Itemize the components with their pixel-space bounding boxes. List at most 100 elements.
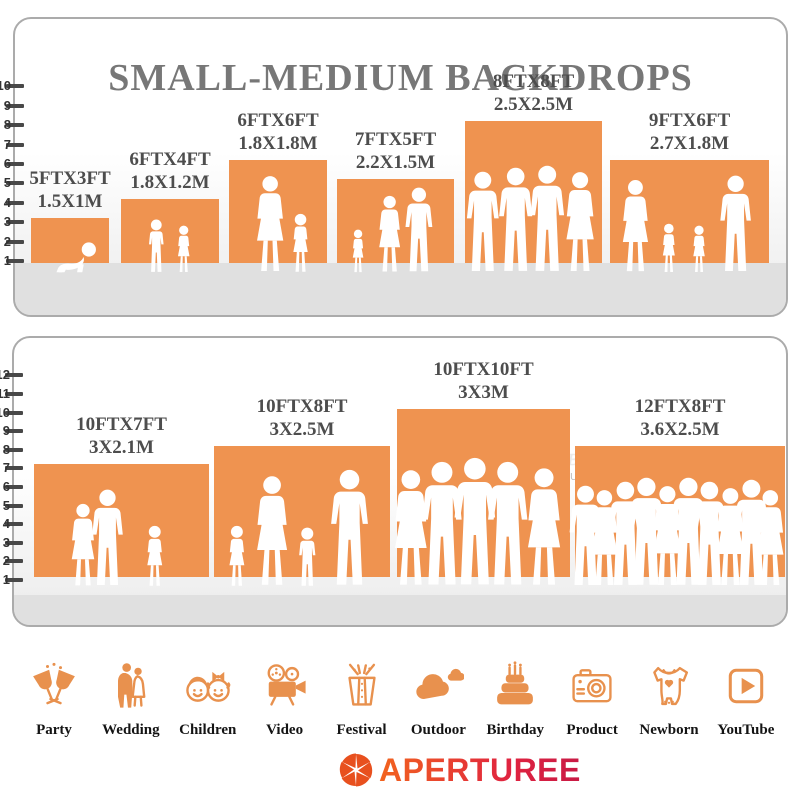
ruler-number-2: 2 (2, 553, 10, 569)
size-label-ft: 9FTX6FT (648, 110, 731, 132)
backdrop-bar-7ftx5ft (337, 179, 454, 273)
size-label-ft: 5FTX3FT (29, 168, 111, 190)
size-label: 9FTX6FT 2.7X1.8M (649, 110, 730, 155)
people-silhouettes (229, 469, 368, 586)
category-video: Video (253, 660, 317, 739)
people-silhouettes (395, 457, 561, 585)
ruler-tick-5 (6, 181, 24, 186)
party-icon (28, 660, 80, 712)
size-label-m: 2.5X2.5M (493, 93, 574, 115)
ruler-tick-8 (5, 447, 23, 452)
ruler-tick-1 (6, 259, 24, 263)
ruler-tick-6 (6, 162, 24, 166)
category-festival: Festival (330, 660, 394, 739)
children-icon (182, 660, 234, 712)
backdrop-bar-10ftx7ft (34, 464, 209, 586)
ruler-number-3: 3 (2, 534, 10, 550)
size-label-m: 3X2.5M (269, 418, 335, 440)
page-title: SMALL-MEDIUM BACKDROPS (108, 57, 693, 100)
size-label: 10FTX7FT 3X2.1M (76, 414, 167, 459)
size-label-m: 3X3M (458, 381, 509, 403)
category-party: Party (22, 660, 86, 739)
size-label-m: 3X2.1M (89, 436, 154, 458)
ruler-tick-7 (6, 142, 24, 147)
size-label-m: 2.7X1.8M (649, 132, 730, 154)
category-label: Party (36, 722, 72, 738)
ruler-tick-10 (5, 410, 23, 415)
ruler-tick-5 (5, 503, 23, 508)
people-silhouettes (466, 165, 594, 271)
ruler-number-9: 9 (2, 423, 10, 439)
category-label: Wedding (102, 722, 160, 738)
category-label: Birthday (486, 722, 544, 738)
size-label-ft: 8FTX8FT (492, 71, 575, 93)
size-label-ft: 10FTX8FT (256, 396, 348, 418)
size-label-ft: 6FTX4FT (129, 149, 211, 171)
size-label: 5FTX3FT 1.5X1M (29, 168, 110, 213)
category-newborn: Newborn (637, 660, 701, 739)
backdrop-bar-10ftx10ft (395, 409, 570, 585)
category-youtube: YouTube (714, 660, 778, 739)
outdoor-icon (412, 660, 464, 712)
ruler-number-6: 6 (2, 479, 10, 494)
size-label: 7FTX5FT 2.2X1.5M (355, 129, 436, 174)
size-label-ft: 10FTX10FT (433, 359, 534, 381)
ground-strip (15, 263, 786, 315)
size-label-m: 2.2X1.5M (355, 151, 436, 173)
backdrop-bar-9ftx6ft (610, 160, 769, 273)
backdrop-bar-10ftx8ft (214, 446, 390, 586)
backdrop-bar-5ftx3ft (31, 218, 109, 273)
ruler-tick-8 (6, 123, 24, 128)
brand-name: APERTUREE (379, 751, 581, 788)
size-label: 12FTX8FT 3.6X2.5M (635, 396, 726, 441)
ruler-tick-3 (5, 540, 23, 545)
size-label-ft: 12FTX8FT (634, 396, 726, 418)
ground-strip (14, 595, 786, 625)
brand-logo: APERTUREE (336, 750, 581, 790)
ruler-number-2: 2 (3, 233, 11, 249)
people-silhouettes (71, 489, 163, 586)
backdrop-bar-8ftx8ft (465, 121, 602, 271)
category-label: YouTube (717, 722, 775, 738)
category-product: Product (560, 660, 624, 739)
backdrop-bar-6ftx6ft (229, 160, 327, 272)
size-label-m: 1.8X1.8M (238, 132, 318, 154)
people-silhouettes (148, 219, 190, 273)
newborn-icon (643, 660, 695, 712)
ruler-tick-11 (5, 392, 23, 396)
ruler-number-12: 12 (0, 367, 10, 383)
youtube-icon (720, 660, 772, 712)
category-label: Video (266, 722, 304, 738)
ruler-number-7: 7 (3, 136, 11, 152)
backdrop-bar-12ftx8ft (569, 446, 785, 586)
category-label: Outdoor (410, 722, 466, 738)
size-label-m: 1.8X1.2M (130, 171, 210, 193)
ruler-number-11: 11 (0, 386, 10, 401)
aperture-icon (339, 753, 373, 787)
size-label-ft: 6FTX6FT (237, 110, 319, 132)
ruler-tick-12 (5, 373, 23, 378)
ruler-number-8: 8 (2, 441, 10, 457)
video-icon (259, 660, 311, 712)
ruler-tick-6 (5, 485, 23, 489)
size-label: 6FTX6FT 1.8X1.8M (237, 110, 318, 155)
ruler-tick-2 (6, 239, 24, 244)
ruler-tick-10 (6, 84, 24, 89)
category-label: Festival (336, 722, 387, 738)
ruler-number-1: 1 (3, 253, 11, 268)
backdrop-bar-6ftx4ft (121, 199, 219, 273)
category-wedding: Wedding (99, 660, 163, 739)
category-label: Product (566, 722, 618, 738)
ruler-number-10: 10 (0, 78, 11, 94)
category-label: Newborn (639, 722, 699, 738)
ruler-number-3: 3 (3, 214, 11, 230)
small-medium-panel: SMALL-MEDIUM BACKDROPS 10 9 8 7 6 5 4 3 2 1 5FTX3F… (0, 17, 788, 317)
birthday-icon (489, 660, 541, 712)
ruler-number-7: 7 (2, 460, 10, 476)
ruler-number-4: 4 (3, 194, 11, 210)
ruler-number-8: 8 (3, 117, 11, 133)
ruler-tick-9 (5, 429, 23, 434)
people-silhouettes (352, 187, 433, 273)
size-label: 8FTX8FT 2.5X2.5M (493, 71, 574, 116)
category-birthday: Birthday (483, 660, 547, 739)
